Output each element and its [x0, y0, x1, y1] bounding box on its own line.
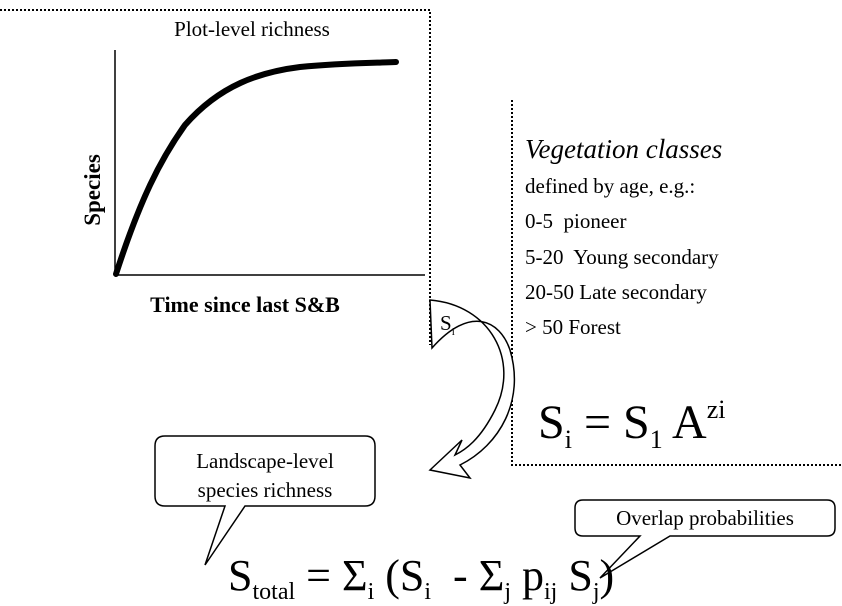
subscript: total [252, 579, 295, 605]
subscript: 1 [650, 425, 663, 454]
callout-bubble [154, 435, 376, 566]
x-axis-label: Time since last S&B [150, 292, 340, 317]
total-formula: Stotal = Σi (Si - Σj pij Sj) [228, 551, 614, 605]
subscript: i [452, 326, 455, 338]
superscript: zi [707, 395, 726, 424]
class-item: > 50 Forest [525, 315, 621, 339]
term: (S [374, 551, 424, 600]
class-item: 20-50 Late secondary [525, 280, 707, 304]
plot-title: Plot-level richness [174, 17, 330, 41]
subscript: ij [544, 579, 557, 605]
arrow-label: Si [440, 311, 455, 338]
term: S [557, 551, 592, 600]
curved-arrow [428, 299, 516, 480]
term: A [663, 396, 707, 449]
term: = S [572, 396, 650, 449]
y-axis-label: Species [80, 154, 105, 226]
callout-text: Overlap probabilities [616, 506, 794, 530]
term: p [511, 551, 544, 600]
callout-bubble [574, 499, 836, 579]
subscript: j [592, 579, 600, 605]
area-formula: Si = S1 Azi [538, 395, 725, 454]
subscript: i [368, 579, 375, 605]
callout-text: Landscape-level [196, 449, 334, 473]
vegetation-title: Vegetation classes [525, 134, 722, 164]
vegetation-subtitle: defined by age, e.g.: [525, 174, 695, 198]
vegetation-frame [511, 100, 842, 466]
richness-curve [113, 59, 399, 277]
subscript: j [503, 579, 511, 605]
plot-frame [0, 9, 431, 345]
subscript: i [424, 579, 431, 605]
subscript: i [565, 425, 572, 454]
symbol: S [440, 311, 452, 335]
class-item: 0-5 pioneer [525, 209, 626, 233]
term: ) [599, 551, 614, 600]
class-item: 5-20 Young secondary [525, 245, 719, 269]
term: - Σ [431, 551, 504, 600]
callout-text: species richness [198, 478, 333, 502]
term: = Σ [295, 551, 367, 600]
term: S [228, 551, 252, 600]
term: S [538, 396, 565, 449]
